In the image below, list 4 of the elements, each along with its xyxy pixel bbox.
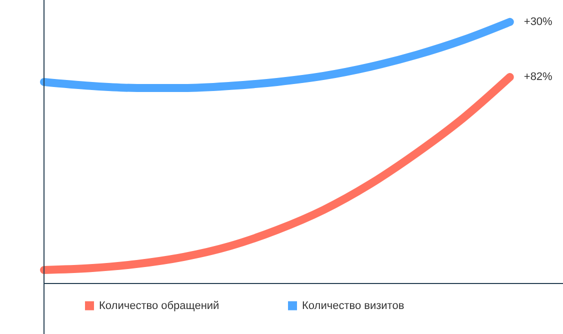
annotation: +82% <box>524 71 553 84</box>
legend-label: Количество обращений <box>99 300 220 312</box>
legend-label: Количество визитов <box>302 300 404 312</box>
annotation: +30% <box>524 16 553 28</box>
